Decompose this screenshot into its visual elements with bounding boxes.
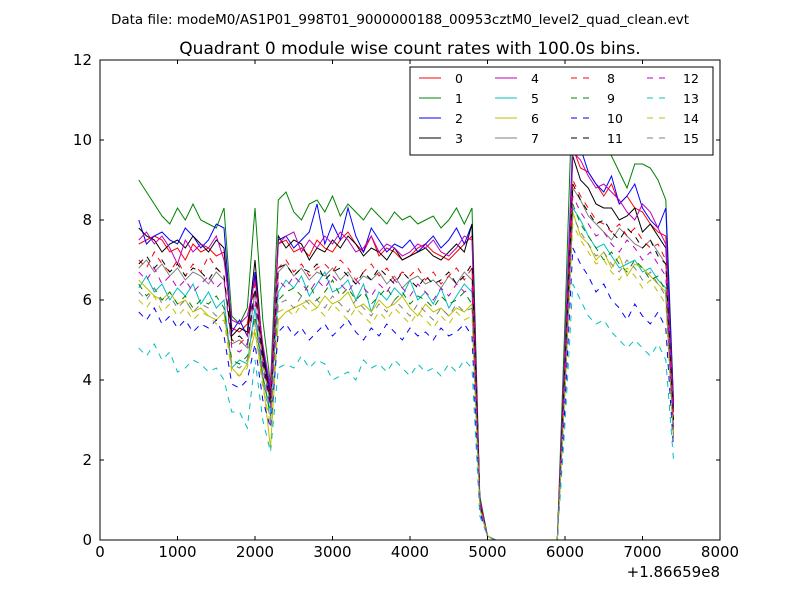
legend-label-11: 11 xyxy=(607,131,623,146)
chart-title: Quadrant 0 module wise count rates with … xyxy=(179,39,640,59)
x-tick-label: 6000 xyxy=(546,543,584,561)
series-line-6 xyxy=(138,211,674,540)
series-line-4 xyxy=(138,150,674,540)
legend-label-5: 5 xyxy=(531,91,539,106)
legend-label-10: 10 xyxy=(607,111,623,126)
series-line-15 xyxy=(138,215,674,540)
x-axis-offset-label: +1.86659e8 xyxy=(627,563,720,581)
x-tick-label: 1000 xyxy=(158,543,196,561)
chart-suptitle: Data file: modeM0/AS1P01_998T01_90000001… xyxy=(111,12,689,28)
y-tick-label: 8 xyxy=(82,211,92,229)
series-line-5 xyxy=(138,206,674,540)
legend-label-2: 2 xyxy=(455,111,463,126)
legend-label-13: 13 xyxy=(683,91,699,106)
legend-label-4: 4 xyxy=(531,71,539,86)
x-tick-label: 0 xyxy=(95,543,105,561)
legend-box xyxy=(409,66,714,156)
x-tick-label: 7000 xyxy=(623,543,661,561)
x-tick-label: 2000 xyxy=(236,543,274,561)
legend-label-12: 12 xyxy=(683,71,699,86)
legend-label-7: 7 xyxy=(531,131,539,146)
x-tick-label: 5000 xyxy=(468,543,506,561)
x-tick-label: 4000 xyxy=(391,543,429,561)
legend-label-1: 1 xyxy=(455,91,463,106)
y-tick-label: 10 xyxy=(73,131,92,149)
y-tick-label: 2 xyxy=(82,451,92,469)
axis-ticks: 0 1000 2000 3000 4000 5000 6000 7000 80000246810… xyxy=(73,51,739,561)
x-tick-label: 8000 xyxy=(701,543,739,561)
series-line-13 xyxy=(138,283,674,540)
legend-label-9: 9 xyxy=(607,91,615,106)
series-line-14 xyxy=(138,223,674,540)
y-tick-label: 6 xyxy=(82,291,92,309)
legend-label-15: 15 xyxy=(683,131,699,146)
series-line-10 xyxy=(138,247,674,540)
legend-label-8: 8 xyxy=(607,71,615,86)
y-tick-label: 4 xyxy=(82,371,92,389)
legend-label-0: 0 xyxy=(455,71,463,86)
series-layer xyxy=(138,79,674,540)
legend-label-14: 14 xyxy=(683,111,699,126)
y-tick-label: 0 xyxy=(82,531,92,549)
series-line-2 xyxy=(138,138,674,540)
legend-label-3: 3 xyxy=(455,131,463,146)
y-tick-label: 12 xyxy=(73,51,92,69)
series-line-9 xyxy=(138,203,674,540)
x-tick-label: 3000 xyxy=(313,543,351,561)
series-line-11 xyxy=(138,183,674,540)
series-line-12 xyxy=(138,195,674,540)
legend-label-6: 6 xyxy=(531,111,539,126)
